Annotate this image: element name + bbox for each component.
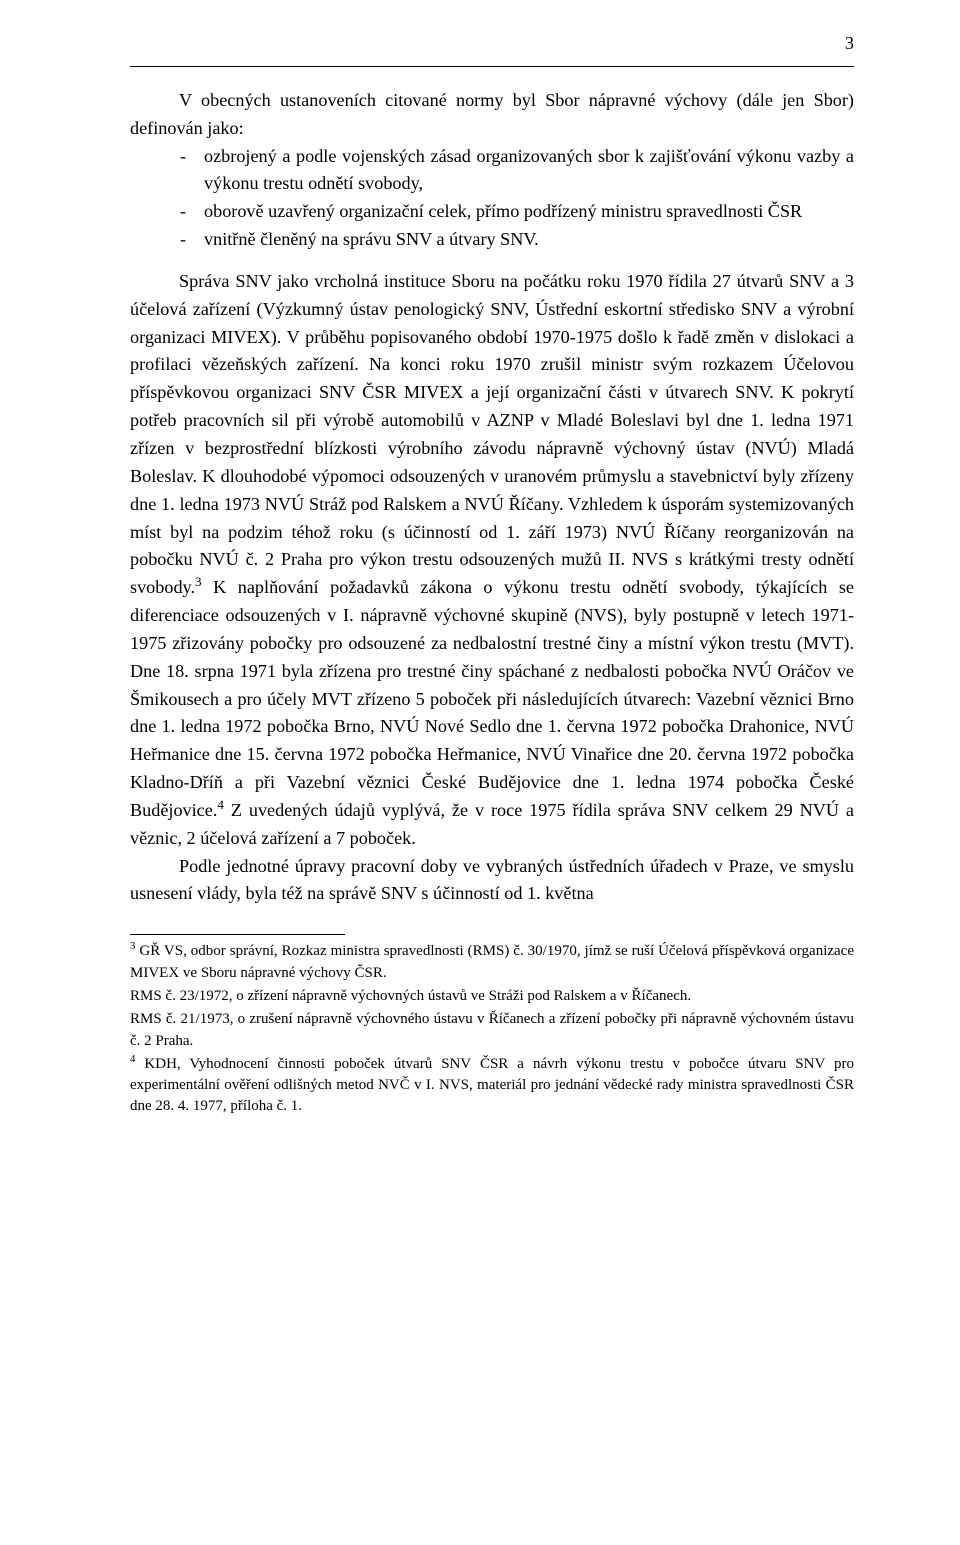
list-item: ozbrojený a podle vojenských zásad organ… [130,143,854,199]
page: 3 V obecných ustanoveních citované normy… [0,0,960,1545]
footnote-line: RMS č. 21/1973, o zrušení nápravně výcho… [130,1009,854,1052]
definition-list: ozbrojený a podle vojenských zásad organ… [130,143,854,254]
footnotes: 3 GŘ VS, odbor správní, Rozkaz ministra … [130,941,854,1117]
body-paragraph-1: Správa SNV jako vrcholná instituce Sboru… [130,268,854,853]
body-paragraph-2: Podle jednotné úpravy pracovní doby ve v… [130,853,854,909]
footnote-4: 4 KDH, Vyhodnocení činnosti poboček útva… [130,1054,854,1118]
footnote-text: GŘ VS, odbor správní, Rozkaz ministra sp… [130,943,854,980]
footnote-marker-3: 3 [130,940,135,952]
footnote-marker-4: 4 [130,1053,135,1065]
footnote-3: 3 GŘ VS, odbor správní, Rozkaz ministra … [130,941,854,984]
footnote-text: KDH, Vyhodnocení činnosti poboček útvarů… [130,1056,854,1115]
body-text: Z uvedených údajů vyplývá, že v roce 197… [130,800,854,848]
body-text: K naplňování požadavků zákona o výkonu t… [130,577,854,820]
list-item: oborově uzavřený organizační celek, přím… [130,198,854,226]
page-number: 3 [130,30,854,58]
body-text: Správa SNV jako vrcholná instituce Sboru… [130,271,854,597]
list-item: vnitřně členěný na správu SNV a útvary S… [130,226,854,254]
footnote-separator [130,934,345,935]
intro-paragraph: V obecných ustanoveních citované normy b… [130,87,854,143]
footnote-line: RMS č. 23/1972, o zřízení nápravně výcho… [130,986,854,1007]
header-rule [130,66,854,67]
